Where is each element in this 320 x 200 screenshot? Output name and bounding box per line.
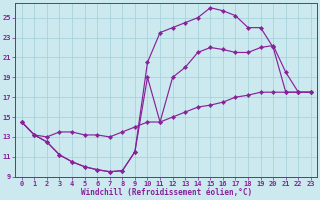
- X-axis label: Windchill (Refroidissement éolien,°C): Windchill (Refroidissement éolien,°C): [81, 188, 252, 197]
